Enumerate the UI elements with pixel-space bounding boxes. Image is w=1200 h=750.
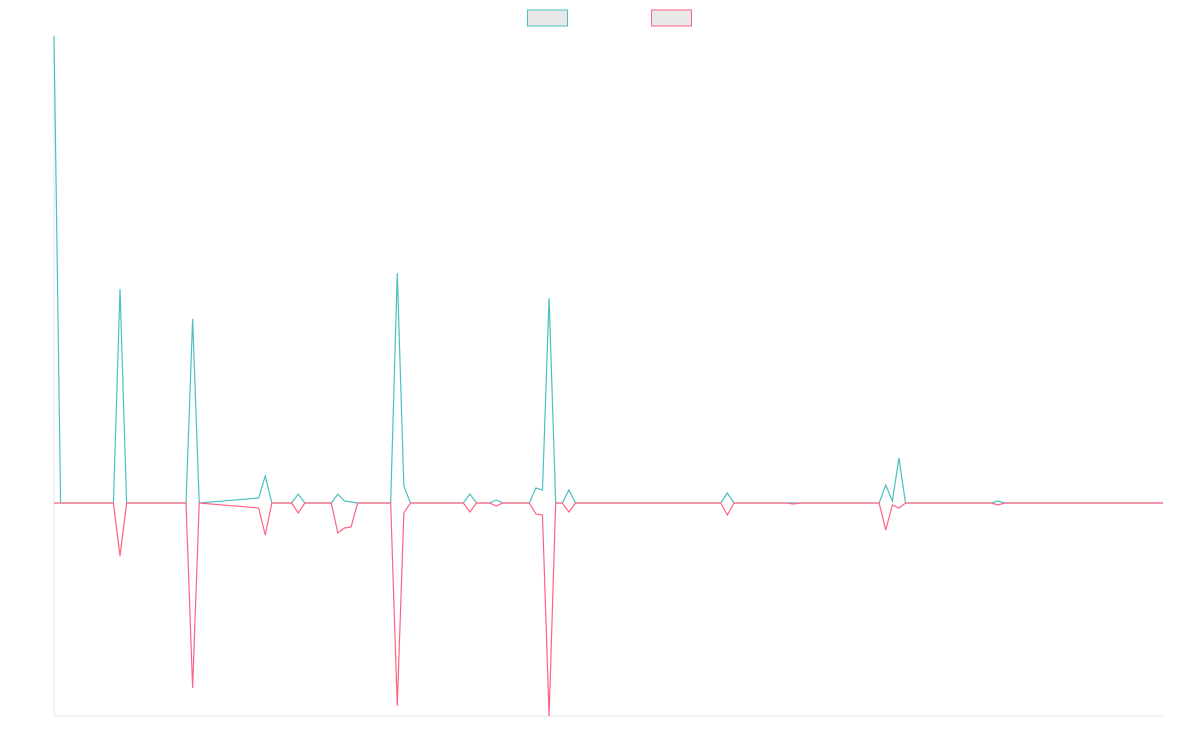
legend-swatch[interactable]: [651, 9, 692, 27]
series-line: [54, 502, 1163, 717]
legend-swatch[interactable]: [527, 9, 568, 27]
series-line: [53, 35, 1163, 504]
